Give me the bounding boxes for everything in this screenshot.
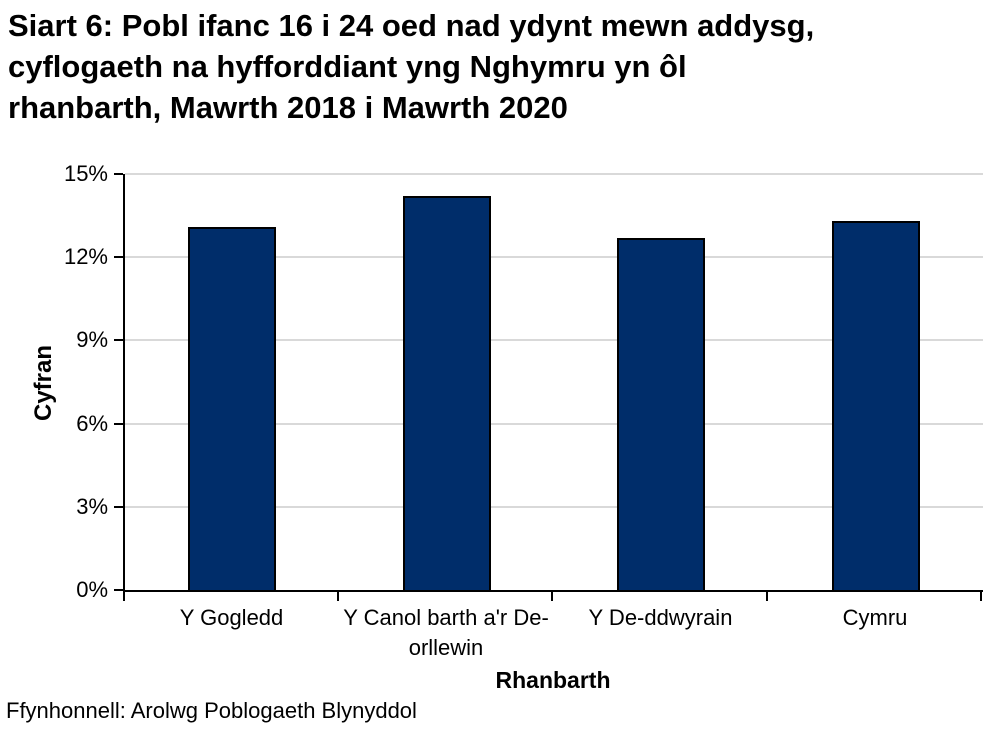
bar-y-gogledd [188, 227, 277, 590]
x-tick-mark [765, 592, 768, 601]
y-tick-mark [114, 422, 123, 425]
y-tick-mark [114, 589, 123, 591]
gridline [125, 173, 983, 175]
chart-title-line-2: cyflogaeth na hyfforddiant yng Nghymru y… [8, 49, 687, 84]
x-category-label: Y Canol barth a'r De-orllewin [343, 605, 549, 660]
x-tick-mark [336, 592, 339, 601]
x-tick-mark [123, 592, 125, 601]
y-tick-mark [114, 505, 123, 508]
y-tick-mark [114, 256, 123, 259]
chart-title: Siart 6: Pobl ifanc 16 i 24 oed nad ydyn… [8, 5, 988, 128]
y-tick-label: 9% [76, 327, 108, 353]
y-tick-label: 15% [63, 161, 108, 186]
chart-title-line-3: rhanbarth, Mawrth 2018 i Mawrth 2020 [8, 90, 568, 125]
y-tick-label: 3% [76, 493, 108, 519]
gridline [125, 422, 983, 425]
bar-y-de-ddwyrain [617, 238, 706, 590]
x-tick-mark [551, 592, 553, 601]
chart-title-line-1: Siart 6: Pobl ifanc 16 i 24 oed nad ydyn… [8, 8, 815, 43]
y-tick-label: 12% [63, 244, 108, 270]
x-category-label: Y De-ddwyrain [588, 605, 733, 630]
y-tick-mark [114, 173, 123, 175]
x-axis-title: Rhanbarth [495, 667, 611, 693]
bar-y-canol-barth-a-r-de-orllewin [402, 196, 491, 590]
bar-cymru [831, 221, 920, 590]
y-tick-label: 6% [76, 410, 108, 436]
plot-area [123, 173, 983, 592]
gridline [125, 505, 983, 508]
gridline [125, 339, 983, 342]
x-tick-mark [980, 592, 982, 601]
gridline [125, 256, 983, 259]
y-tick-label: 0% [76, 577, 108, 602]
x-category-label: Y Gogledd [179, 605, 284, 630]
y-tick-mark [114, 339, 123, 342]
source-note: Ffynhonnell: Arolwg Poblogaeth Blynyddol [6, 698, 417, 723]
x-category-label: Cymru [842, 605, 908, 630]
